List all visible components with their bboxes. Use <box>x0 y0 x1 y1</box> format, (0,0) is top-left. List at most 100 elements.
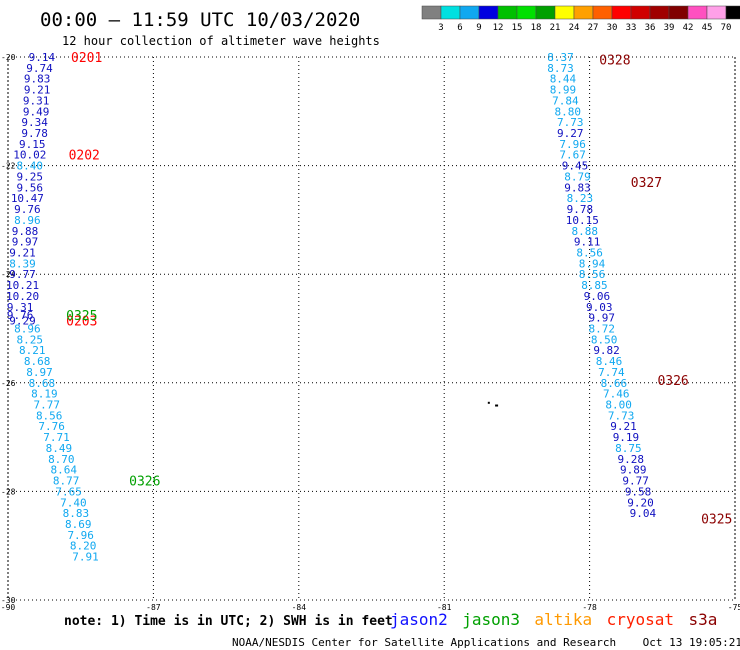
y-tick-label: -22 <box>1 162 16 171</box>
x-tick-label: -75 <box>728 603 740 612</box>
wave-height-value: 7.67 <box>559 149 586 162</box>
wave-height-value: 9.76 <box>14 203 41 216</box>
wave-height-value: 9.06 <box>584 290 611 303</box>
wave-height-value: 9.11 <box>574 236 601 249</box>
wave-height-value: 9.19 <box>613 431 640 444</box>
wave-height-value: 8.50 <box>591 333 618 346</box>
wave-height-value: 9.88 <box>12 225 39 238</box>
wave-height-value: 9.83 <box>564 181 591 194</box>
pass-time-label: 0328 <box>599 54 630 69</box>
wave-height-value: 8.85 <box>581 279 608 292</box>
wave-height-value: 9.58 <box>625 485 652 498</box>
plot-area: -90 -87 -84 -81 -78 -75-20-22-24-26-28-309.14… <box>1 51 740 612</box>
wave-height-value: 9.03 <box>586 301 613 314</box>
wave-height-value: 7.71 <box>43 431 70 444</box>
wave-height-value: 7.77 <box>34 399 61 412</box>
colorbar-swatch <box>573 5 594 20</box>
colorbar-swatch <box>516 5 537 20</box>
colorbar-swatch <box>668 5 689 20</box>
satellite-legend: jason2 jason3 altika cryosat s3a <box>390 610 717 629</box>
wave-height-value: 9.21 <box>610 420 637 433</box>
colorbar-tick-label: 6 <box>457 23 462 33</box>
footnote: note: 1) Time is in UTC; 2) SWH is in fe… <box>64 614 393 629</box>
colorbar-swatch <box>421 5 442 20</box>
wave-height-value: 9.56 <box>17 181 44 194</box>
colorbar-swatch <box>649 5 670 20</box>
wave-height-value: 8.56 <box>576 246 603 259</box>
colorbar-tick-label: 42 <box>683 23 694 33</box>
wave-height-value: 10.47 <box>11 192 44 205</box>
wave-height-value: 8.20 <box>70 540 97 553</box>
wave-height-value: 8.72 <box>588 323 615 336</box>
wave-height-value: 8.79 <box>564 170 591 183</box>
colorbar-tick-label: 39 <box>664 23 675 33</box>
satellite-legend-item: s3a <box>689 610 718 629</box>
colorbar-swatch <box>535 5 556 20</box>
wave-height-value: 8.73 <box>547 62 574 75</box>
colorbar-tick-label: 24 <box>569 23 580 33</box>
colorbar-tick-label: 18 <box>531 23 542 33</box>
wave-height-value: 9.20 <box>627 496 654 509</box>
wave-height-value: 8.88 <box>572 225 599 238</box>
colorbar-swatch <box>554 5 575 20</box>
pass-time-label: 0202 <box>69 149 100 164</box>
wave-height-value: 8.75 <box>615 442 642 455</box>
wave-height-value: 8.40 <box>17 160 44 173</box>
colorbar-swatch <box>725 5 740 20</box>
pass-time-label: 0325 <box>701 513 732 528</box>
colorbar-tick-label: 21 <box>550 23 561 33</box>
y-tick-label: -28 <box>1 487 16 496</box>
satellite-legend-item: jason3 <box>462 610 520 629</box>
wave-height-value: 7.73 <box>608 409 635 422</box>
wave-height-value: 8.56 <box>36 409 63 422</box>
colorbar-swatch <box>478 5 499 20</box>
colorbar-swatch <box>706 5 727 20</box>
wave-height-value: 10.02 <box>13 149 46 162</box>
wave-height-value: 9.15 <box>19 138 46 151</box>
pass-time-label: 0201 <box>71 51 102 66</box>
wave-height-value: 8.49 <box>46 442 73 455</box>
wave-height-value: 7.84 <box>552 94 579 107</box>
wave-height-value: 9.28 <box>618 453 645 466</box>
chart-subtitle: 12 hour collection of altimeter wave hei… <box>62 34 380 48</box>
wave-height-value: 9.31 <box>23 94 50 107</box>
wave-height-value: 8.21 <box>19 344 46 357</box>
y-tick-label: -24 <box>1 270 16 279</box>
wave-height-value: 8.68 <box>29 377 56 390</box>
colorbar-tick-label: 33 <box>626 23 637 33</box>
wave-height-value: 7.74 <box>598 366 625 379</box>
wave-height-value: 8.77 <box>53 475 80 488</box>
colorbar-tick-label: 36 <box>645 23 656 33</box>
x-tick-label: -90 <box>1 603 16 612</box>
wave-height-value: 7.65 <box>55 485 82 498</box>
wave-height-value: 7.76 <box>38 420 65 433</box>
pass-time-label: 0203 <box>66 314 97 329</box>
island-mark <box>487 401 490 404</box>
wave-height-value: 8.23 <box>567 192 594 205</box>
wave-height-value: 9.77 <box>9 268 36 281</box>
wave-height-value: 8.56 <box>579 268 606 281</box>
colorbar-swatch <box>687 5 708 20</box>
wave-height-value: 9.04 <box>630 507 657 520</box>
wave-height-value: 8.94 <box>579 257 606 270</box>
wave-height-value: 9.97 <box>588 312 615 325</box>
wave-height-value: 7.96 <box>559 138 586 151</box>
wave-height-value: 8.46 <box>596 355 623 368</box>
wave-height-value: 8.37 <box>547 51 574 64</box>
wave-height-value: 9.78 <box>567 203 594 216</box>
colorbar-tick-label: 12 <box>493 23 504 33</box>
colorbar-tick-label: 15 <box>512 23 523 33</box>
pass-time-label: 0327 <box>631 176 662 191</box>
wave-height-value: 9.78 <box>21 127 48 140</box>
wave-height-value: 9.74 <box>26 62 53 75</box>
pass-time-label: 0325 <box>66 309 97 324</box>
wave-height-value: 7.91 <box>72 551 99 564</box>
wave-height-value: 8.96 <box>14 214 41 227</box>
wave-height-value: 9.27 <box>557 127 584 140</box>
colorbar-swatch <box>459 5 480 20</box>
wave-height-value: 8.68 <box>24 355 51 368</box>
wave-height-value: 9.83 <box>24 73 51 86</box>
wave-height-value: 7.40 <box>60 496 87 509</box>
colorbar-tick-label: 3 <box>438 23 443 33</box>
